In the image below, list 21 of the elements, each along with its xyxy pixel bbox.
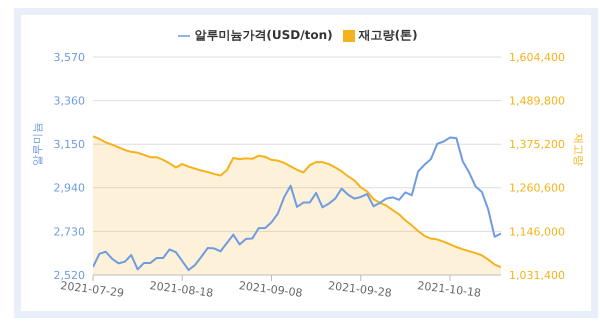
y2-tick-label: 1,489,800: [509, 94, 565, 108]
y-tick-label: 2,940: [54, 182, 85, 195]
y2-tick-label: 1,031,400: [509, 268, 565, 282]
legend-label: 재고량(톤): [358, 28, 418, 42]
y2-tick-label: 1,604,400: [509, 50, 565, 64]
y-tick-label: 2,730: [54, 225, 85, 238]
y-tick-label: 3,570: [54, 50, 85, 64]
y-axis-title: 알루미늄: [30, 122, 44, 166]
y2-tick-label: 1,375,200: [509, 138, 565, 152]
x-tick-label: 2021-10-18: [416, 279, 482, 300]
y2-axis-title: 재고량: [572, 133, 586, 166]
y-tick-label: 3,360: [54, 94, 85, 108]
y-tick-label: 3,150: [54, 138, 85, 152]
x-tick-label: 2021-07-29: [60, 279, 125, 300]
legend-label: 알루미늄가격(USD/ton): [194, 28, 333, 42]
x-tick-label: 2021-09-28: [327, 279, 392, 300]
y2-tick-label: 1,146,000: [509, 225, 565, 238]
x-tick-label: 2021-09-08: [238, 279, 304, 300]
x-tick-label: 2021-08-18: [148, 279, 214, 300]
y-tick-label: 2,520: [54, 268, 85, 282]
y2-tick-label: 1,260,600: [509, 182, 565, 195]
